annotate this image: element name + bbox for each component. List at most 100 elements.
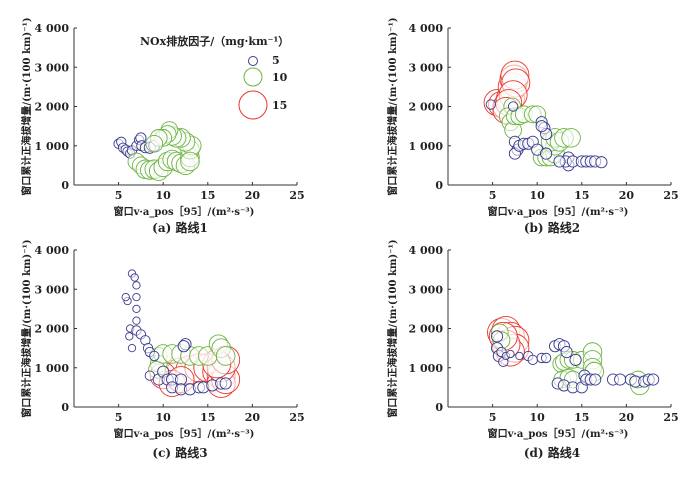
data-point [127, 343, 137, 353]
data-point [507, 101, 519, 112]
data-point [219, 377, 232, 390]
data-point [132, 316, 141, 325]
panel-caption: (b) 路线2 [524, 220, 580, 235]
y-tick-label: 1 000 [35, 140, 70, 153]
y-axis-label: 窗口累计正海拔增量/(m·(100 km)⁻¹) [386, 17, 399, 195]
y-axis-label: 窗口累计正海拔增量/(m·(100 km)⁻¹) [20, 17, 33, 195]
y-tick-label: 1 000 [35, 362, 70, 375]
x-axis-label: 窗口v·a_pos［95］/(m²·s⁻³) [114, 427, 255, 440]
y-tick-label: 2 000 [409, 101, 444, 114]
y-tick-label: 4 000 [35, 22, 70, 35]
panel-caption: (c) 路线3 [152, 445, 207, 460]
data-point [540, 352, 552, 364]
data-point [589, 373, 602, 386]
data-point [177, 340, 190, 353]
legend-label-5: 5 [272, 54, 280, 67]
y-tick-label: 0 [61, 401, 69, 414]
data-point [540, 147, 553, 160]
data-point [527, 354, 538, 366]
x-tick-label: 15 [200, 411, 215, 424]
x-tick-label: 25 [289, 411, 304, 424]
data-point [595, 156, 608, 169]
data-point [560, 345, 573, 359]
y-tick-label: 4 000 [409, 22, 444, 35]
x-tick-label: 15 [200, 189, 215, 202]
data-point [647, 373, 660, 386]
panel-b: 5 10 15 20 25 0 1 000 2 000 3 000 4 000 窗口v·a_pos［… [386, 17, 679, 235]
data-point [130, 273, 139, 282]
x-axis-label: 窗口v·a_pos［95］/(m²·s⁻³) [488, 427, 629, 440]
y-tick-label: 0 [435, 401, 443, 414]
data-point [553, 155, 566, 168]
data-points [121, 269, 241, 398]
y-tick-label: 4 000 [409, 244, 444, 257]
x-tick-label: 15 [574, 411, 589, 424]
y-tick-label: 4 000 [35, 244, 70, 257]
x-tick-label: 10 [156, 189, 172, 202]
legend-label-10: 10 [272, 71, 288, 84]
panel-caption: (d) 路线4 [524, 445, 580, 460]
x-tick-label: 10 [530, 189, 546, 202]
x-tick-label: 5 [489, 411, 497, 424]
x-tick-label: 5 [115, 189, 123, 202]
data-points [487, 316, 660, 396]
data-point [145, 134, 164, 153]
y-tick-label: 0 [61, 179, 69, 192]
data-points [483, 60, 608, 172]
panel-d: 5 10 15 20 25 0 1 000 2 000 3 000 4 000 窗口v·a_pos［… [386, 239, 679, 460]
y-tick-label: 3 000 [35, 61, 70, 74]
y-axis-label: 窗口累计正海拔增量/(m·(100 km)⁻¹) [386, 239, 399, 417]
data-point [535, 120, 548, 133]
y-tick-label: 2 000 [409, 323, 444, 336]
y-tick-label: 3 000 [409, 283, 444, 296]
legend-label-15: 15 [272, 99, 287, 112]
data-point [125, 332, 134, 341]
data-point [121, 292, 130, 302]
x-tick-label: 10 [530, 411, 546, 424]
panel-c: 5 10 15 20 25 0 1 000 2 000 3 000 4 000 窗口v·a_pos［… [20, 239, 305, 460]
legend: NOx排放因子/（mg·km⁻¹） 5 10 15 [140, 34, 289, 120]
panel-a: 5 10 15 20 25 0 1 000 2 000 3 000 4 000 窗口v·a_pos［… [20, 17, 305, 235]
data-point [180, 151, 200, 172]
x-tick-label: 15 [574, 189, 589, 202]
x-tick-label: 25 [663, 411, 678, 424]
y-axis-label: 窗口累计正海拔增量/(m·(100 km)⁻¹) [20, 239, 33, 417]
x-tick-label: 10 [156, 411, 172, 424]
data-points [113, 121, 202, 182]
data-point [215, 346, 236, 366]
y-tick-label: 0 [435, 179, 443, 192]
data-point [561, 128, 581, 148]
legend-marker-5 [248, 56, 258, 66]
data-point [506, 349, 515, 359]
data-point [491, 330, 504, 343]
x-tick-label: 20 [245, 411, 261, 424]
x-axis-label: 窗口v·a_pos［95］/(m²·s⁻³) [114, 205, 255, 218]
data-point [132, 292, 141, 302]
data-point [569, 353, 582, 366]
data-point [132, 281, 141, 290]
x-tick-label: 20 [245, 189, 261, 202]
data-point [614, 373, 627, 386]
y-tick-label: 2 000 [35, 323, 70, 336]
x-tick-label: 5 [115, 411, 123, 424]
x-tick-label: 20 [619, 411, 635, 424]
y-tick-label: 2 000 [35, 101, 70, 114]
y-tick-label: 3 000 [35, 283, 70, 296]
data-point [149, 350, 160, 362]
data-point [132, 304, 141, 314]
x-tick-label: 5 [489, 189, 497, 202]
x-tick-label: 25 [289, 189, 304, 202]
panel-caption: (a) 路线1 [152, 220, 208, 235]
legend-marker-10 [243, 67, 263, 87]
data-point [515, 351, 524, 361]
x-tick-label: 25 [663, 189, 678, 202]
y-tick-label: 3 000 [409, 61, 444, 74]
data-point [485, 99, 496, 110]
legend-title: NOx排放因子/（mg·km⁻¹） [140, 34, 289, 48]
y-tick-label: 1 000 [409, 140, 444, 153]
x-tick-label: 20 [619, 189, 635, 202]
y-tick-label: 1 000 [409, 362, 444, 375]
x-axis-label: 窗口v·a_pos［95］/(m²·s⁻³) [488, 205, 629, 218]
